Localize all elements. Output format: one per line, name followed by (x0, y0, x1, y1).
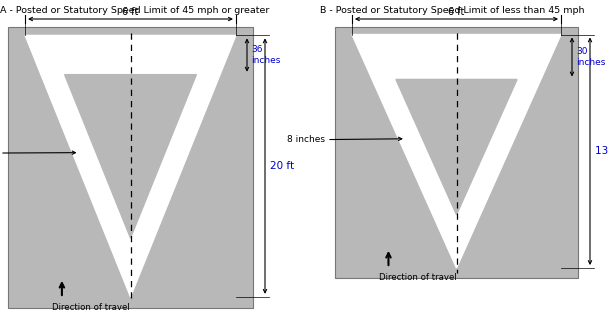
Text: 36
inches: 36 inches (251, 45, 281, 65)
Text: 30
inches: 30 inches (576, 47, 605, 67)
Text: Direction of travel: Direction of travel (52, 303, 130, 312)
Text: 13 ft: 13 ft (595, 146, 610, 156)
Text: Direction of travel: Direction of travel (379, 273, 456, 282)
Text: 8 inches: 8 inches (287, 135, 325, 144)
Polygon shape (352, 34, 561, 268)
Text: 6 ft: 6 ft (448, 7, 465, 17)
Polygon shape (25, 35, 236, 297)
Text: 20 ft: 20 ft (270, 161, 294, 171)
Text: A - Posted or Statutory Speed Limit of 45 mph or greater: A - Posted or Statutory Speed Limit of 4… (0, 6, 270, 15)
Polygon shape (396, 79, 517, 215)
Text: B - Posted or Statutory Speed Limit of less than 45 mph: B - Posted or Statutory Speed Limit of l… (320, 6, 584, 15)
Bar (8, 27, 253, 308)
Polygon shape (65, 74, 196, 238)
Text: 6 ft: 6 ft (123, 7, 138, 17)
Bar (335, 27, 578, 278)
